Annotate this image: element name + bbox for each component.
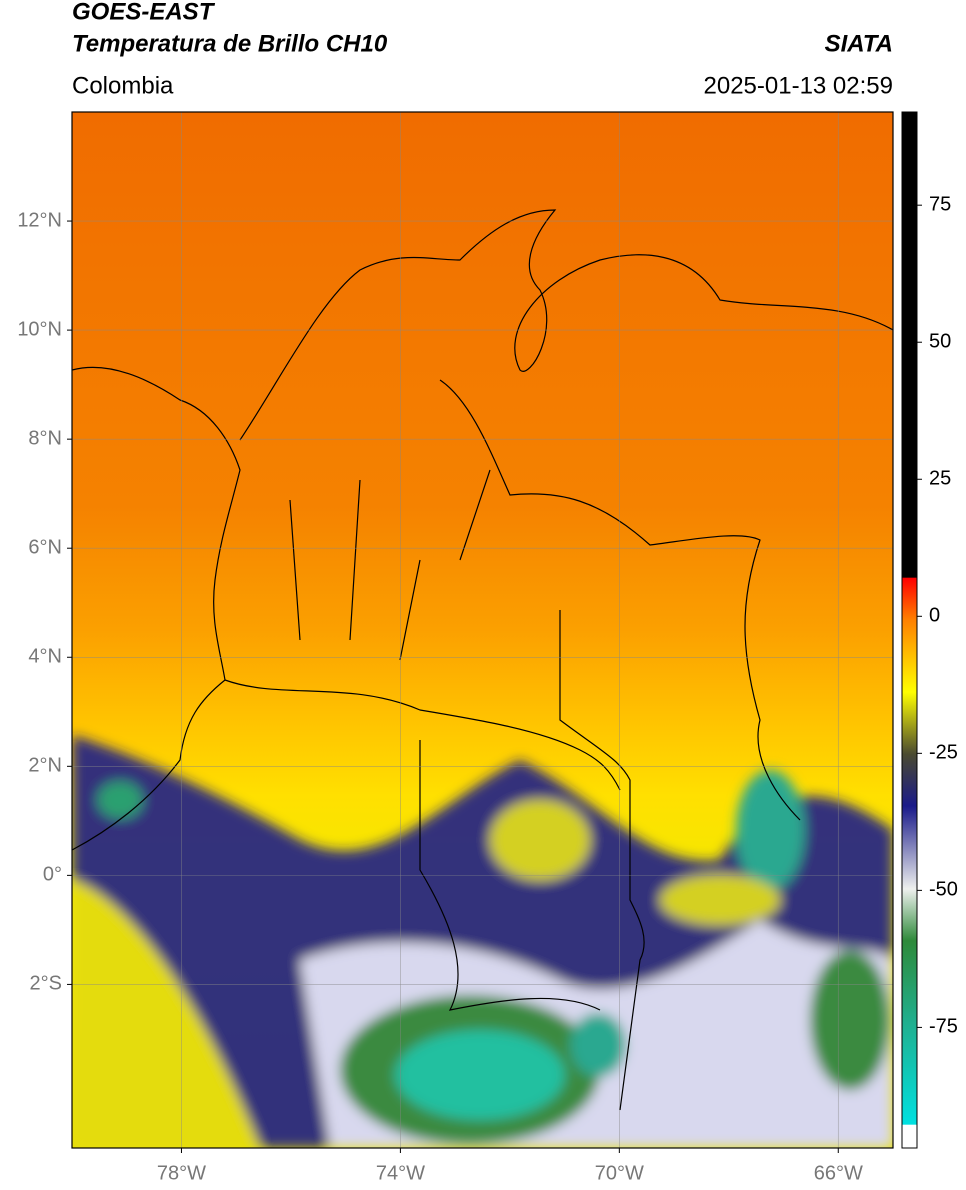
colorbar-tick-label: -75 bbox=[929, 1016, 958, 1038]
lon-tick-label: 70°W bbox=[595, 1162, 644, 1184]
datetime: 2025-01-13 02:59 bbox=[704, 72, 894, 99]
lon-tick-label: 78°W bbox=[157, 1162, 206, 1184]
lon-tick-label: 74°W bbox=[376, 1162, 425, 1184]
colorbar-tick-label: 50 bbox=[929, 331, 951, 353]
lat-tick-label: 6°N bbox=[28, 536, 62, 558]
colorbar-tick-label: -50 bbox=[929, 879, 958, 901]
region: Colombia bbox=[72, 72, 174, 99]
colorbar-tick-label: 25 bbox=[929, 468, 951, 490]
colorbar bbox=[901, 111, 918, 1149]
satellite-image bbox=[72, 112, 893, 1148]
colorbar-tick-label: 0 bbox=[929, 605, 940, 627]
product: Temperatura de Brillo CH10 bbox=[72, 30, 388, 57]
lat-tick-label: 0° bbox=[43, 864, 62, 886]
source: SIATA bbox=[825, 30, 893, 57]
map-frame bbox=[71, 111, 894, 1149]
lat-tick-label: 8°N bbox=[28, 427, 62, 449]
lat-tick-label: 10°N bbox=[17, 318, 62, 340]
graticule bbox=[72, 112, 893, 1148]
colorbar-tick-label: 75 bbox=[929, 193, 951, 215]
lat-tick-label: 4°N bbox=[28, 646, 62, 668]
title: GOES-EAST bbox=[72, 0, 216, 25]
lat-tick-label: 2°N bbox=[28, 755, 62, 777]
lon-tick-label: 66°W bbox=[814, 1162, 863, 1184]
colorbar-tick-label: -25 bbox=[929, 742, 958, 764]
lat-tick-label: 12°N bbox=[17, 209, 62, 231]
lat-tick-label: 2°S bbox=[30, 973, 62, 995]
